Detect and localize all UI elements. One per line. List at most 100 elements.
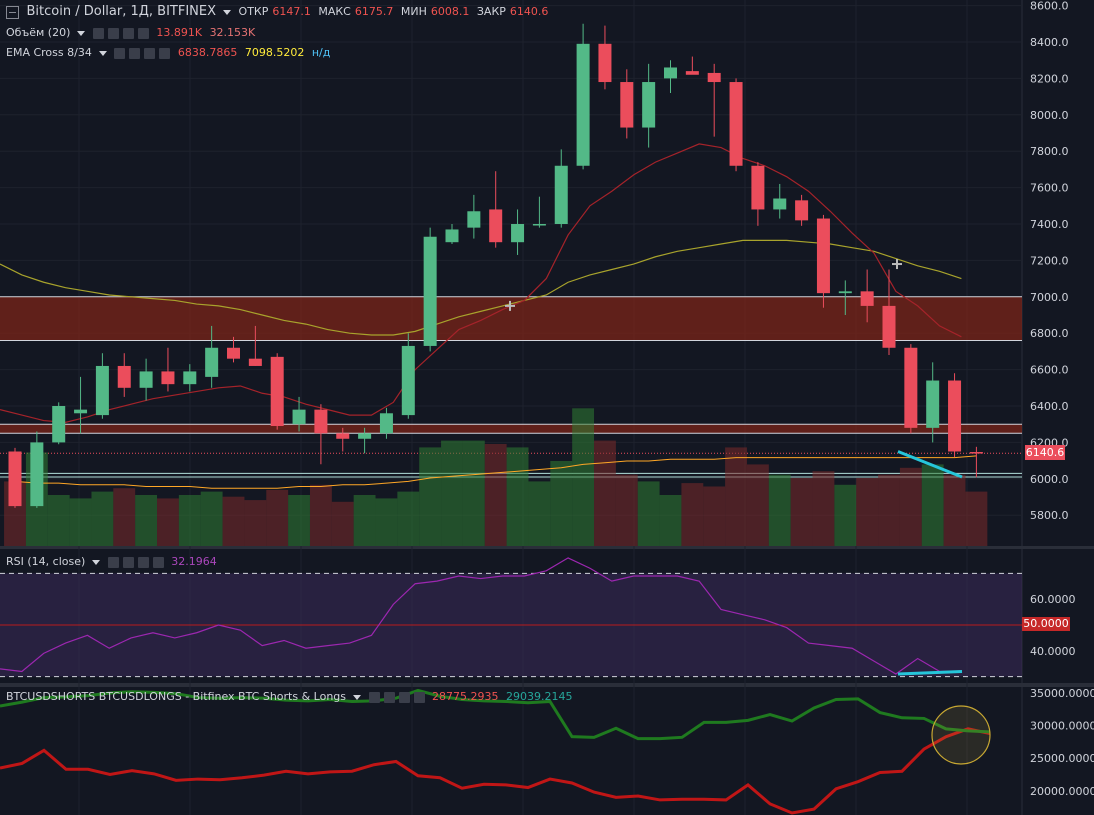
candle-body	[642, 82, 656, 128]
volume-ma-line	[14, 455, 977, 489]
price-tick-label: 7000.0	[1030, 291, 1069, 304]
chevron-down-icon[interactable]	[98, 50, 107, 56]
candle-body	[926, 380, 940, 428]
candle-body	[205, 347, 219, 377]
eye-icon[interactable]	[368, 691, 380, 703]
volume-bar	[812, 471, 835, 546]
volume-bar	[484, 444, 507, 546]
volume-bar	[397, 491, 420, 546]
high-value: 6175.7	[354, 5, 394, 18]
volume-bar	[943, 474, 966, 546]
eye-icon[interactable]	[114, 47, 126, 59]
candle-body	[467, 211, 481, 228]
candle-body	[576, 43, 590, 166]
ema-label[interactable]: EMA Cross 8/34	[6, 46, 92, 59]
candle-body	[489, 209, 503, 243]
volume-ma	[14, 455, 977, 489]
candle-body	[795, 200, 809, 221]
price-tick-label: 7800.0	[1030, 145, 1069, 158]
add-icon[interactable]	[144, 47, 156, 59]
chevron-down-icon[interactable]	[223, 9, 232, 15]
panel-divider	[0, 546, 1094, 549]
volume-bar	[637, 481, 660, 546]
volume-bar	[834, 484, 857, 546]
volume-bar	[309, 484, 332, 546]
chevron-down-icon[interactable]	[92, 559, 101, 565]
volume-bar	[681, 483, 704, 546]
rsi-panel	[0, 557, 1022, 678]
volume-bar	[768, 474, 791, 546]
volume-label[interactable]: Объём (20)	[6, 26, 71, 39]
close-label: ЗАКР	[476, 5, 506, 18]
candle-body	[401, 345, 415, 416]
candle-body	[816, 218, 830, 294]
candle-body	[773, 198, 787, 210]
price-tick-label: 6600.0	[1030, 364, 1069, 377]
price-tick-label: 7200.0	[1030, 254, 1069, 267]
volume-bar	[266, 489, 289, 546]
rsi-tick-label: 40.0000	[1030, 645, 1076, 658]
divergence-line-price	[897, 450, 963, 479]
settings-icon[interactable]	[122, 556, 134, 568]
volume-legend: Объём (20) 13.891K 32.153K	[6, 26, 259, 40]
volume-bar	[135, 495, 158, 546]
add-icon[interactable]	[137, 556, 149, 568]
volume-bar	[47, 495, 70, 546]
volume-bar	[506, 447, 529, 546]
collapse-icon[interactable]	[6, 5, 19, 19]
divergence-line-rsi	[897, 669, 963, 676]
rsi-label[interactable]: RSI (14, close)	[6, 555, 86, 568]
close-value: 6140.6	[509, 5, 549, 18]
eye-icon[interactable]	[107, 556, 119, 568]
add-icon[interactable]	[398, 691, 410, 703]
price-axis: 8600.0 8400.0 8200.0 8000.0 7800.0 7600.0 7400…	[1030, 0, 1094, 798]
symbol-title[interactable]: Bitcoin / Dollar, 1Д, BITFINEX	[26, 4, 217, 19]
price-badge: 6140.6	[1025, 445, 1065, 460]
open-value: 6147.1	[272, 5, 311, 18]
close-icon[interactable]	[137, 27, 149, 39]
chevron-down-icon[interactable]	[77, 30, 86, 36]
volume-bar	[91, 491, 114, 546]
candle-body	[227, 347, 240, 359]
volume-bar	[157, 498, 179, 546]
add-icon[interactable]	[122, 27, 134, 39]
close-icon[interactable]	[152, 556, 164, 568]
symbol-header: Bitcoin / Dollar, 1Д, BITFINEX ОТКР 6147.…	[6, 5, 552, 19]
candles[interactable]	[8, 23, 983, 508]
close-icon[interactable]	[413, 691, 425, 703]
high-label: МАКС	[318, 5, 351, 18]
eye-icon[interactable]	[92, 27, 104, 39]
candle-body	[139, 371, 153, 388]
settings-icon[interactable]	[383, 691, 395, 703]
volume-bar	[856, 478, 879, 546]
candle-body	[729, 82, 743, 166]
ema-value-2: 7098.5202	[244, 46, 305, 59]
highlight-circle	[931, 705, 991, 765]
volume-bar	[441, 440, 463, 546]
ema-fast-line	[0, 143, 962, 423]
candle-body	[532, 224, 546, 226]
volume-bar	[659, 495, 682, 546]
candle-body	[161, 371, 175, 385]
chevron-down-icon[interactable]	[353, 694, 362, 700]
volume-bar	[899, 467, 922, 546]
price-tick-label: 8000.0	[1030, 109, 1069, 122]
settings-icon[interactable]	[129, 47, 141, 59]
volume-bar	[615, 474, 638, 546]
ema-legend: EMA Cross 8/34 6838.7865 7098.5202 н/д	[6, 46, 334, 60]
shorts-longs-label[interactable]: BTCUSDSHORTS BTCUSDLONGS - Bitfinex BTC …	[6, 690, 347, 703]
candle-body	[314, 409, 328, 434]
candle-body	[8, 451, 22, 507]
candle-body	[554, 165, 568, 224]
close-icon[interactable]	[159, 47, 171, 59]
volume-bar	[550, 461, 573, 546]
panel-divider	[0, 683, 1094, 687]
candle-body	[183, 371, 197, 385]
volume-bar	[288, 495, 310, 546]
shorts-longs-panel	[0, 688, 991, 815]
settings-icon[interactable]	[107, 27, 119, 39]
candle-body	[358, 433, 372, 439]
candle-body	[620, 82, 634, 128]
volume-bar	[462, 440, 485, 546]
